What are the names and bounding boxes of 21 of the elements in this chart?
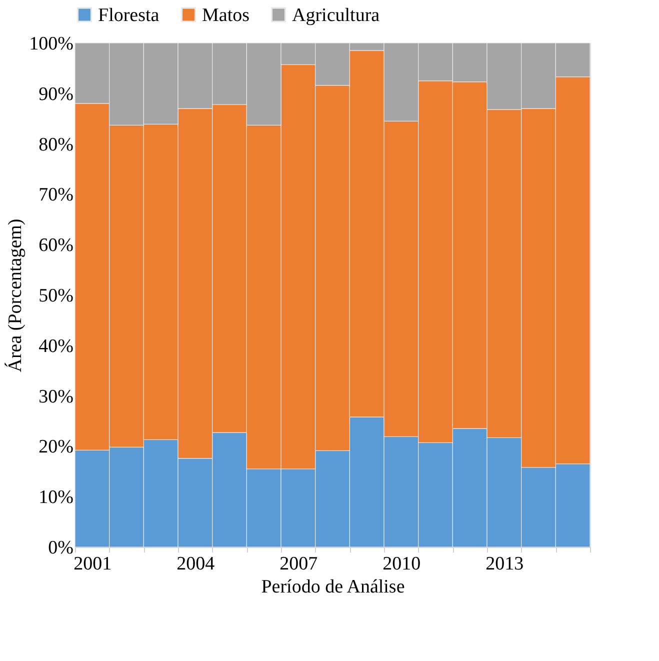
x-tick-label: 2007: [280, 554, 318, 574]
x-tick-label: 2001: [74, 554, 112, 574]
x-tick-label: 2010: [382, 554, 421, 574]
x-tick-label: 2013: [486, 554, 524, 574]
y-tick-label: 0%: [48, 538, 74, 558]
x-axis-title: Período de Análise: [261, 576, 405, 598]
y-tick-label: 40%: [38, 336, 74, 357]
y-tick-label: 60%: [38, 235, 74, 256]
legend-label: Matos: [202, 4, 250, 26]
y-tick-label: 30%: [38, 386, 74, 408]
y-tick-label: 50%: [38, 286, 74, 306]
legend-label: Floresta: [98, 4, 160, 26]
y-tick-label: 20%: [38, 436, 74, 458]
y-tick-label: 70%: [38, 184, 74, 206]
y-tick-label: 80%: [38, 134, 74, 156]
y-tick-label: 90%: [38, 84, 74, 105]
y-axis-title: Área (Porcentagem): [4, 218, 26, 372]
x-tick-label: 2004: [176, 554, 216, 574]
y-tick-label: 10%: [38, 487, 74, 508]
legend-label: Agricultura: [292, 4, 380, 26]
y-tick-label: 100%: [29, 34, 74, 54]
